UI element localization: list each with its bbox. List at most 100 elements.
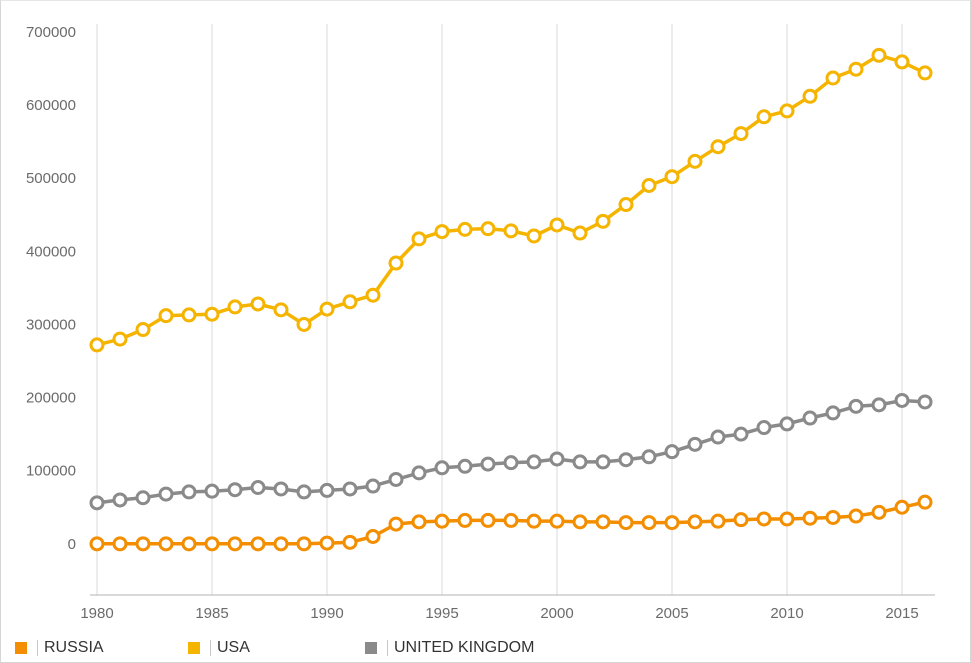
- data-point[interactable]: [319, 535, 335, 551]
- data-point[interactable]: [733, 512, 749, 528]
- data-point[interactable]: [250, 536, 266, 552]
- data-point[interactable]: [917, 65, 933, 81]
- data-point[interactable]: [618, 197, 634, 213]
- legend-item[interactable]: USA: [188, 636, 250, 660]
- data-point[interactable]: [503, 223, 519, 239]
- data-point[interactable]: [595, 514, 611, 530]
- data-point[interactable]: [181, 307, 197, 323]
- data-point[interactable]: [411, 514, 427, 530]
- data-point[interactable]: [664, 515, 680, 531]
- data-point[interactable]: [434, 513, 450, 529]
- data-point[interactable]: [342, 534, 358, 550]
- data-point[interactable]: [756, 420, 772, 436]
- data-point[interactable]: [227, 536, 243, 552]
- data-point[interactable]: [802, 510, 818, 526]
- data-point[interactable]: [250, 296, 266, 312]
- data-point[interactable]: [595, 454, 611, 470]
- data-point[interactable]: [618, 515, 634, 531]
- data-point[interactable]: [894, 54, 910, 70]
- data-point[interactable]: [871, 397, 887, 413]
- data-point[interactable]: [365, 478, 381, 494]
- data-point[interactable]: [135, 322, 151, 338]
- data-point[interactable]: [687, 514, 703, 530]
- data-point[interactable]: [89, 337, 105, 353]
- data-point[interactable]: [411, 465, 427, 481]
- data-point[interactable]: [917, 494, 933, 510]
- data-point[interactable]: [802, 410, 818, 426]
- data-point[interactable]: [181, 484, 197, 500]
- data-point[interactable]: [641, 449, 657, 465]
- data-point[interactable]: [112, 331, 128, 347]
- data-point[interactable]: [779, 103, 795, 119]
- legend-item[interactable]: RUSSIA: [15, 636, 104, 660]
- data-point[interactable]: [112, 492, 128, 508]
- data-point[interactable]: [710, 139, 726, 155]
- data-point[interactable]: [710, 429, 726, 445]
- data-point[interactable]: [388, 516, 404, 532]
- data-point[interactable]: [388, 471, 404, 487]
- legend-item[interactable]: UNITED KINGDOM: [365, 636, 534, 660]
- data-point[interactable]: [894, 392, 910, 408]
- data-point[interactable]: [480, 512, 496, 528]
- data-point[interactable]: [296, 536, 312, 552]
- data-point[interactable]: [825, 70, 841, 86]
- data-point[interactable]: [526, 454, 542, 470]
- data-point[interactable]: [664, 169, 680, 185]
- data-point[interactable]: [411, 231, 427, 247]
- data-point[interactable]: [595, 213, 611, 229]
- data-point[interactable]: [227, 482, 243, 498]
- data-point[interactable]: [480, 456, 496, 472]
- data-point[interactable]: [848, 398, 864, 414]
- data-point[interactable]: [549, 451, 565, 467]
- data-point[interactable]: [365, 529, 381, 544]
- data-point[interactable]: [871, 47, 887, 63]
- data-point[interactable]: [549, 217, 565, 233]
- data-point[interactable]: [227, 299, 243, 315]
- data-point[interactable]: [848, 508, 864, 524]
- data-point[interactable]: [802, 88, 818, 104]
- data-point[interactable]: [158, 308, 174, 324]
- data-point[interactable]: [503, 455, 519, 471]
- data-point[interactable]: [572, 454, 588, 470]
- data-point[interactable]: [181, 536, 197, 552]
- data-point[interactable]: [342, 294, 358, 310]
- data-point[interactable]: [273, 536, 289, 552]
- data-point[interactable]: [434, 460, 450, 476]
- data-point[interactable]: [480, 221, 496, 237]
- data-point[interactable]: [549, 513, 565, 529]
- data-point[interactable]: [756, 511, 772, 527]
- data-point[interactable]: [204, 306, 220, 322]
- data-point[interactable]: [710, 513, 726, 529]
- data-point[interactable]: [779, 416, 795, 432]
- data-point[interactable]: [572, 514, 588, 530]
- data-point[interactable]: [572, 225, 588, 241]
- data-point[interactable]: [848, 61, 864, 77]
- data-point[interactable]: [319, 482, 335, 498]
- data-point[interactable]: [434, 224, 450, 240]
- data-point[interactable]: [342, 481, 358, 497]
- data-point[interactable]: [618, 452, 634, 468]
- data-point[interactable]: [756, 109, 772, 125]
- data-point[interactable]: [503, 512, 519, 528]
- data-point[interactable]: [917, 394, 933, 410]
- data-point[interactable]: [457, 512, 473, 528]
- data-point[interactable]: [273, 481, 289, 497]
- data-point[interactable]: [457, 221, 473, 237]
- data-point[interactable]: [319, 301, 335, 317]
- data-point[interactable]: [894, 499, 910, 515]
- data-point[interactable]: [687, 436, 703, 452]
- data-point[interactable]: [296, 484, 312, 500]
- data-point[interactable]: [204, 483, 220, 499]
- data-point[interactable]: [112, 536, 128, 552]
- data-point[interactable]: [273, 302, 289, 318]
- data-point[interactable]: [779, 511, 795, 527]
- data-point[interactable]: [733, 126, 749, 142]
- data-point[interactable]: [388, 255, 404, 271]
- data-point[interactable]: [687, 153, 703, 169]
- data-point[interactable]: [641, 178, 657, 193]
- data-point[interactable]: [365, 287, 381, 303]
- data-point[interactable]: [204, 536, 220, 552]
- data-point[interactable]: [135, 536, 151, 552]
- data-point[interactable]: [825, 405, 841, 421]
- data-point[interactable]: [641, 515, 657, 531]
